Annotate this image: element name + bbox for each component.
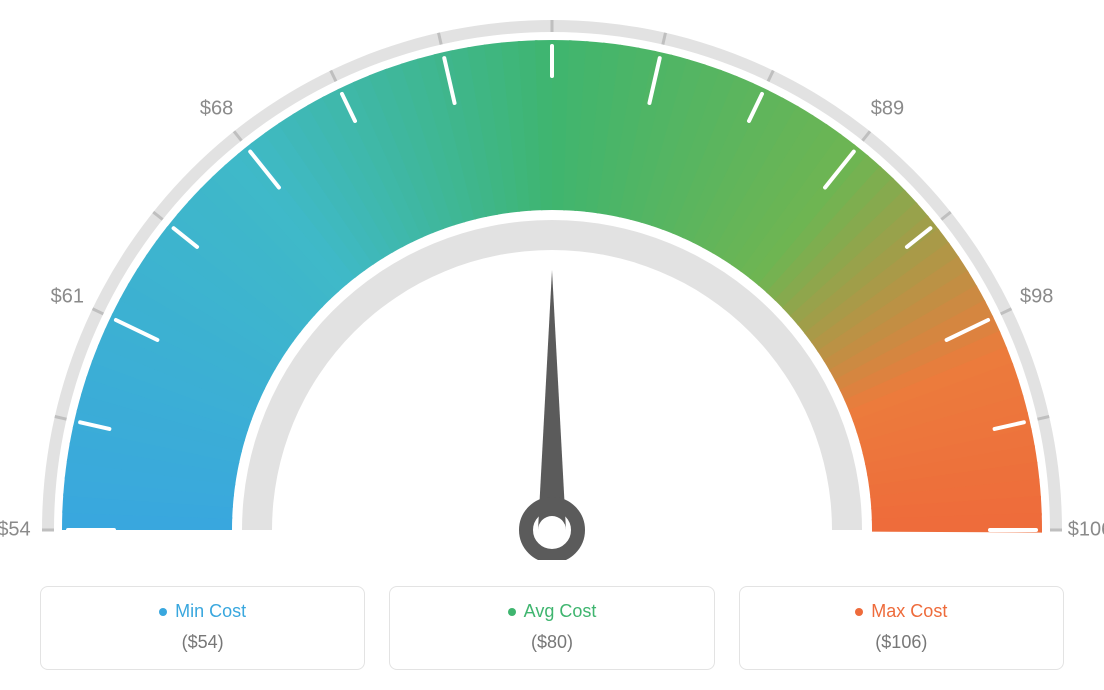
cost-gauge-chart: $54 $61 $68 $80 $89 $98 $106 Min Cost ($54) Av… — [0, 0, 1104, 690]
gauge-tick-label: $89 — [871, 98, 904, 121]
gauge-tick-label: $80 — [535, 0, 568, 4]
gauge-tick-label: $68 — [200, 98, 233, 121]
gauge-tick-label: $54 — [0, 519, 31, 542]
legend-value-min: ($54) — [51, 632, 354, 653]
legend-value-avg: ($80) — [400, 632, 703, 653]
gauge-svg — [0, 0, 1104, 560]
gauge-tick-label: $106 — [1068, 519, 1104, 542]
gauge-tick-label: $61 — [51, 285, 84, 308]
legend-card-max: Max Cost ($106) — [739, 586, 1064, 670]
legend-title-avg: Avg Cost — [508, 601, 597, 622]
gauge-tick-label: $98 — [1020, 285, 1053, 308]
legend-title-min: Min Cost — [159, 601, 246, 622]
legend-value-max: ($106) — [750, 632, 1053, 653]
legend-card-min: Min Cost ($54) — [40, 586, 365, 670]
legend-row: Min Cost ($54) Avg Cost ($80) Max Cost (… — [40, 586, 1064, 670]
gauge-area: $54 $61 $68 $80 $89 $98 $106 — [0, 0, 1104, 560]
legend-title-max: Max Cost — [855, 601, 947, 622]
legend-card-avg: Avg Cost ($80) — [389, 586, 714, 670]
